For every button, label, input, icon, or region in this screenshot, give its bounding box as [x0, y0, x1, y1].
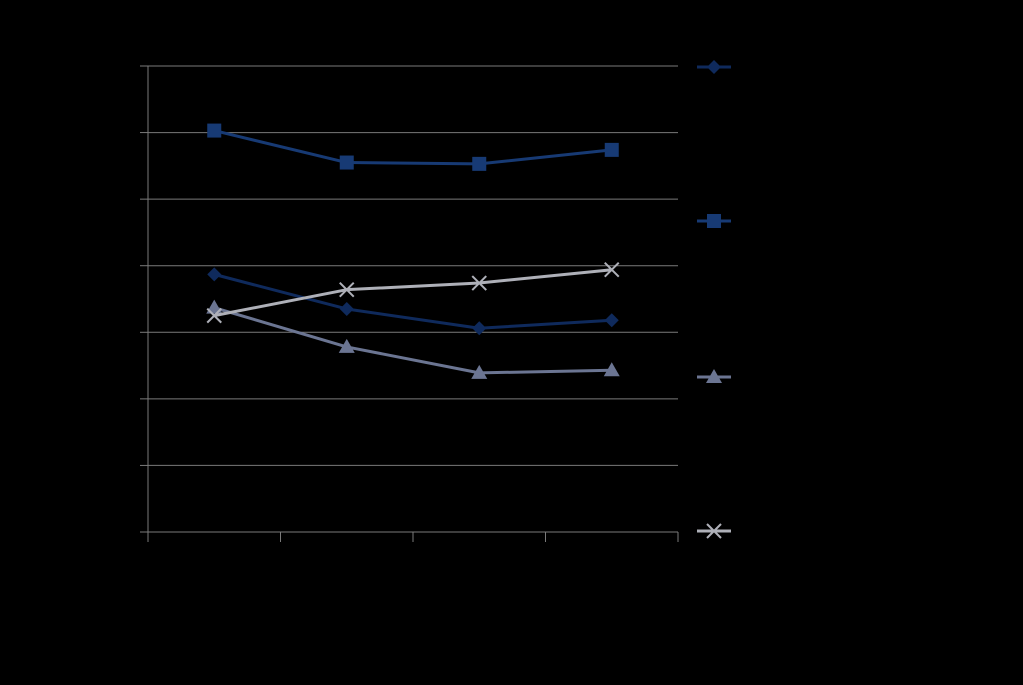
data-point	[339, 281, 355, 298]
data-point	[604, 262, 620, 278]
legend-item-1	[697, 60, 731, 74]
axes	[140, 65, 679, 542]
data-point	[471, 275, 487, 291]
legend	[697, 60, 731, 539]
legend-marker	[707, 60, 721, 74]
data-point	[604, 313, 619, 328]
legend-marker	[706, 369, 722, 383]
data-point	[207, 267, 222, 282]
series-line	[213, 272, 612, 330]
data-point	[338, 338, 355, 353]
data-point	[339, 155, 354, 170]
series-4	[206, 262, 620, 324]
data-point	[207, 123, 222, 138]
legend-marker	[706, 523, 722, 539]
series-3	[206, 299, 620, 379]
series-line	[213, 129, 612, 166]
data-point	[471, 364, 488, 379]
data-point	[472, 321, 487, 336]
series-2	[207, 123, 619, 171]
legend-marker	[707, 214, 721, 228]
series-layer	[206, 123, 620, 379]
marker-stroke	[206, 307, 222, 324]
marker-stroke	[706, 523, 722, 539]
legend-item-4	[697, 523, 731, 539]
legend-item-2	[697, 214, 731, 228]
data-point	[604, 142, 619, 157]
data-point	[206, 299, 223, 314]
data-point	[472, 156, 487, 171]
data-point	[206, 307, 222, 324]
marker-stroke	[471, 275, 487, 291]
gridlines	[148, 65, 678, 533]
legend-item-3	[697, 369, 731, 383]
series-line	[213, 306, 612, 375]
series-line	[213, 268, 612, 318]
series-1	[207, 267, 619, 336]
data-point	[339, 301, 354, 316]
data-point	[603, 362, 620, 377]
marker-stroke	[339, 281, 355, 298]
marker-stroke	[604, 262, 620, 278]
